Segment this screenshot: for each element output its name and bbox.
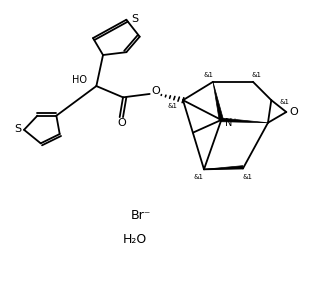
Text: &1: &1 — [194, 174, 204, 180]
Text: O: O — [117, 118, 126, 128]
Text: Br⁻: Br⁻ — [131, 209, 152, 222]
Polygon shape — [204, 166, 243, 169]
Text: &1: &1 — [243, 174, 253, 180]
Text: O: O — [151, 86, 160, 96]
Text: &1: &1 — [168, 103, 178, 109]
Text: O: O — [289, 107, 298, 117]
Polygon shape — [221, 118, 268, 123]
Text: &1: &1 — [280, 99, 290, 105]
Polygon shape — [213, 82, 223, 120]
Text: N⁺: N⁺ — [225, 118, 238, 128]
Text: &1: &1 — [251, 72, 261, 78]
Text: H₂O: H₂O — [123, 233, 147, 246]
Text: &1: &1 — [204, 72, 214, 78]
Text: HO: HO — [72, 76, 87, 86]
Text: S: S — [14, 124, 21, 134]
Text: S: S — [131, 14, 138, 24]
